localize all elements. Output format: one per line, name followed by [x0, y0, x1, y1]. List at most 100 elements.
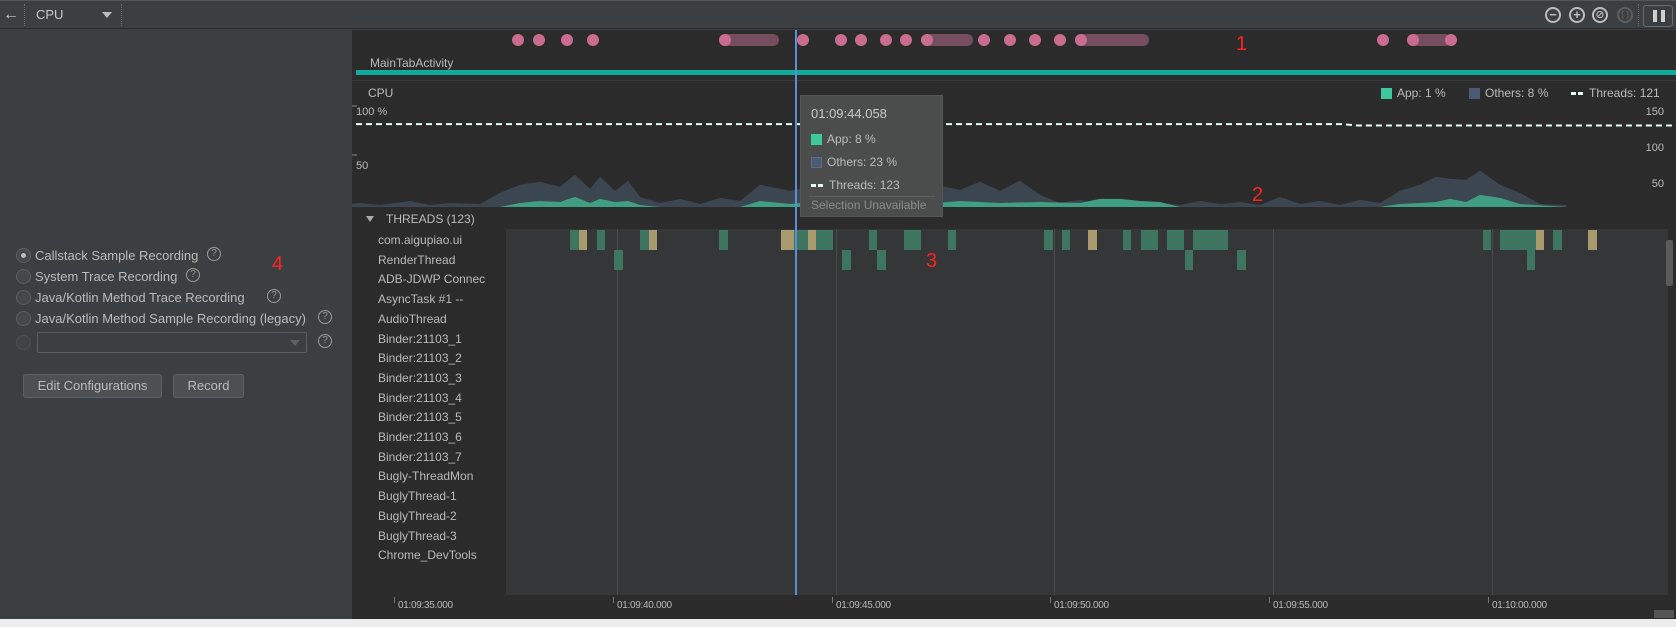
- event-duration-bar[interactable]: [921, 34, 973, 46]
- help-icon[interactable]: ?: [318, 310, 332, 324]
- thread-state-running[interactable]: [794, 230, 808, 250]
- thread-state-running[interactable]: [1123, 230, 1131, 250]
- thread-state-running[interactable]: [904, 230, 921, 250]
- thread-state-running[interactable]: [877, 250, 886, 270]
- thread-state-sleeping[interactable]: [1588, 230, 1597, 250]
- thread-state-running[interactable]: [1500, 230, 1536, 250]
- event-dot[interactable]: [921, 34, 933, 46]
- event-dot[interactable]: [855, 34, 867, 46]
- thread-name[interactable]: Binder:21103_3: [378, 370, 462, 385]
- event-dot[interactable]: [900, 34, 912, 46]
- reset-zoom-icon[interactable]: ⊘: [1592, 7, 1608, 23]
- thread-state-sleeping[interactable]: [1536, 230, 1544, 250]
- thread-name[interactable]: BuglyThread-2: [378, 508, 457, 523]
- thread-state-sleeping[interactable]: [781, 230, 794, 250]
- thread-name[interactable]: Binder:21103_1: [378, 331, 462, 346]
- event-dot[interactable]: [1377, 34, 1389, 46]
- help-icon[interactable]: ?: [207, 247, 221, 261]
- thread-state-running[interactable]: [597, 230, 605, 250]
- thread-state-running[interactable]: [570, 230, 579, 250]
- thread-state-running[interactable]: [1553, 230, 1562, 250]
- thread-name[interactable]: Binder:21103_7: [378, 449, 462, 464]
- event-dot[interactable]: [512, 34, 524, 46]
- thread-state-running[interactable]: [1167, 230, 1184, 250]
- event-dot[interactable]: [978, 34, 990, 46]
- thread-name[interactable]: Binder:21103_6: [378, 430, 462, 444]
- event-dot[interactable]: [1029, 34, 1041, 46]
- attach-to-live-icon[interactable]: [ ]: [1617, 7, 1633, 23]
- option-callstack-sample[interactable]: Callstack Sample Recording: [16, 246, 198, 264]
- back-arrow-icon[interactable]: ←: [3, 6, 19, 23]
- thread-name[interactable]: RenderThread: [378, 252, 456, 267]
- vertical-scrollbar[interactable]: [1666, 240, 1673, 286]
- thread-state-running[interactable]: [640, 230, 649, 250]
- help-icon[interactable]: ?: [186, 268, 200, 282]
- thread-name[interactable]: Binder:21103_4: [378, 390, 462, 405]
- help-icon[interactable]: ?: [267, 289, 281, 303]
- option-method-sample-legacy[interactable]: Java/Kotlin Method Sample Recording (leg…: [16, 309, 306, 327]
- record-button[interactable]: Record: [173, 374, 244, 398]
- thread-name[interactable]: Bugly-ThreadMon: [378, 469, 474, 484]
- thread-state-running[interactable]: [842, 250, 851, 270]
- zoom-out-icon[interactable]: −: [1545, 7, 1561, 23]
- thread-state-running[interactable]: [816, 230, 833, 250]
- radio-custom-config[interactable]: [16, 334, 31, 350]
- thread-name[interactable]: Binder:21103_2: [378, 351, 462, 366]
- cpu-usage-chart[interactable]: [352, 95, 1676, 210]
- event-dot[interactable]: [1004, 34, 1016, 46]
- collapse-triangle-icon[interactable]: [366, 216, 374, 222]
- chevron-down-icon[interactable]: [102, 12, 112, 18]
- event-dot[interactable]: [797, 34, 809, 46]
- thread-state-sleeping[interactable]: [1088, 230, 1097, 250]
- event-duration-bar[interactable]: [719, 34, 779, 46]
- thread-name[interactable]: Binder:21103_5: [378, 410, 462, 425]
- event-dot[interactable]: [1054, 34, 1066, 46]
- thread-name[interactable]: AudioThread: [378, 311, 447, 326]
- custom-config-dropdown[interactable]: [37, 332, 307, 353]
- horizontal-scrollbar[interactable]: [1654, 610, 1674, 618]
- thread-name[interactable]: ADB-JDWP Connec: [378, 272, 486, 287]
- radio-callstack-sample[interactable]: [16, 247, 31, 263]
- radio-method-sample-legacy[interactable]: [16, 310, 31, 326]
- profiler-selector-label[interactable]: CPU: [36, 7, 64, 22]
- event-dot[interactable]: [1445, 34, 1457, 46]
- thread-state-sleeping[interactable]: [649, 230, 657, 250]
- event-dot[interactable]: [587, 34, 599, 46]
- thread-name[interactable]: com.aigupiao.ui: [378, 233, 463, 247]
- event-dot[interactable]: [561, 34, 573, 46]
- event-dot[interactable]: [1407, 34, 1419, 46]
- thread-name[interactable]: AsyncTask #1 --: [378, 292, 464, 307]
- option-method-trace[interactable]: Java/Kotlin Method Trace Recording: [16, 288, 245, 306]
- thread-state-running[interactable]: [614, 250, 623, 270]
- thread-state-running[interactable]: [948, 230, 956, 250]
- thread-state-running[interactable]: [1483, 230, 1491, 250]
- activity-lifecycle-bar[interactable]: [356, 70, 1676, 75]
- option-system-trace[interactable]: System Trace Recording: [16, 267, 177, 285]
- thread-state-running[interactable]: [719, 230, 728, 250]
- thread-name[interactable]: Chrome_DevTools: [378, 548, 477, 563]
- option-custom-config[interactable]: [16, 333, 35, 351]
- thread-name[interactable]: BuglyThread-3: [378, 528, 457, 543]
- event-dot[interactable]: [880, 34, 892, 46]
- help-icon[interactable]: ?: [318, 334, 332, 348]
- zoom-in-icon[interactable]: +: [1569, 7, 1585, 23]
- thread-state-running[interactable]: [1193, 230, 1228, 250]
- pause-button[interactable]: [1643, 5, 1673, 27]
- thread-name[interactable]: BuglyThread-1: [378, 489, 457, 504]
- event-duration-bar[interactable]: [1075, 34, 1149, 46]
- thread-state-running[interactable]: [869, 230, 877, 250]
- edit-configurations-button[interactable]: Edit Configurations: [23, 374, 162, 398]
- thread-state-running[interactable]: [1141, 230, 1158, 250]
- radio-method-trace[interactable]: [16, 289, 31, 305]
- radio-system-trace[interactable]: [16, 268, 31, 284]
- thread-state-running[interactable]: [1527, 250, 1535, 270]
- thread-state-sleeping[interactable]: [808, 230, 816, 250]
- threads-header[interactable]: THREADS (123): [352, 210, 1676, 229]
- event-dot[interactable]: [719, 34, 731, 46]
- event-dot[interactable]: [533, 34, 545, 46]
- event-dot[interactable]: [1075, 34, 1087, 46]
- event-dot[interactable]: [835, 34, 847, 46]
- thread-state-sleeping[interactable]: [579, 230, 587, 250]
- thread-state-running[interactable]: [1185, 250, 1193, 270]
- thread-state-running[interactable]: [1044, 230, 1053, 250]
